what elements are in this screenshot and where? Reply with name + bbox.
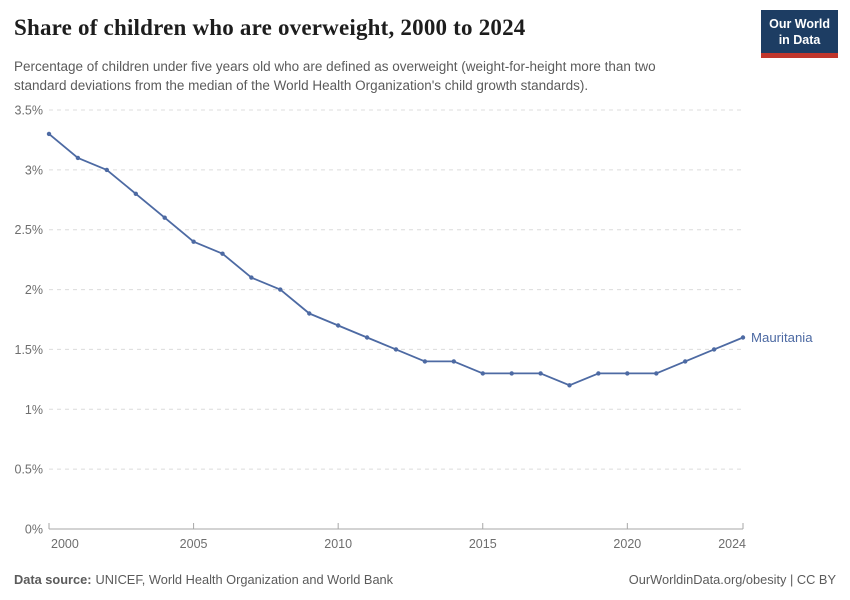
data-point[interactable] bbox=[75, 155, 81, 161]
chart-footer: Data source: UNICEF, World Health Organiz… bbox=[14, 572, 836, 587]
data-point[interactable] bbox=[307, 311, 312, 316]
data-point[interactable] bbox=[683, 359, 688, 364]
data-source-text: UNICEF, World Health Organization and Wo… bbox=[95, 572, 394, 587]
x-axis-tick-label: 2000 bbox=[51, 537, 79, 551]
owid-logo-line2: in Data bbox=[778, 33, 821, 47]
data-point[interactable] bbox=[191, 239, 196, 244]
y-axis-tick-label: 0% bbox=[25, 523, 43, 537]
x-axis-tick-label: 2020 bbox=[613, 537, 641, 551]
x-axis-tick-label: 2010 bbox=[324, 537, 352, 551]
y-axis-tick-label: 0.5% bbox=[15, 463, 44, 477]
y-axis-tick-label: 2.5% bbox=[15, 223, 44, 237]
y-axis-tick-label: 3% bbox=[25, 163, 43, 177]
data-point[interactable] bbox=[278, 287, 283, 292]
data-point[interactable] bbox=[509, 371, 514, 376]
series-label-mauritania[interactable]: Mauritania bbox=[751, 330, 813, 345]
x-axis-tick-label: 2015 bbox=[469, 537, 497, 551]
page-title: Share of children who are overweight, 20… bbox=[14, 15, 526, 40]
line-chart: 0% 0.5% 1% 1.5% 2% 2.5% 3% 3.5% 2000 2005 2010 2015… bbox=[15, 104, 814, 552]
data-point[interactable] bbox=[480, 371, 485, 376]
data-point[interactable] bbox=[596, 371, 601, 376]
data-point[interactable] bbox=[625, 371, 630, 376]
y-axis-tick-label: 3.5% bbox=[15, 104, 44, 118]
data-point[interactable] bbox=[654, 371, 659, 376]
attribution-link[interactable]: OurWorldinData.org/obesity | CC BY bbox=[628, 572, 836, 587]
y-axis-tick-label: 2% bbox=[25, 283, 43, 297]
data-point[interactable] bbox=[711, 347, 717, 352]
data-point[interactable] bbox=[104, 167, 110, 173]
data-point[interactable] bbox=[336, 323, 341, 328]
data-point[interactable] bbox=[162, 215, 167, 220]
data-point[interactable] bbox=[46, 131, 52, 137]
owid-logo-line1: Our World bbox=[769, 17, 830, 31]
chart-subtitle: Percentage of children under five years … bbox=[14, 59, 656, 93]
data-source-label: Data source: bbox=[14, 572, 92, 587]
data-point[interactable] bbox=[133, 191, 138, 196]
data-point[interactable] bbox=[364, 335, 370, 340]
y-axis-tick-label: 1% bbox=[25, 403, 43, 417]
x-axis-tick-label: 2005 bbox=[180, 537, 208, 551]
data-point[interactable] bbox=[538, 371, 543, 376]
x-axis-tick-label: 2024 bbox=[718, 537, 746, 551]
data-point[interactable] bbox=[567, 383, 572, 388]
data-source: Data source: UNICEF, World Health Organiz… bbox=[14, 572, 393, 587]
data-point[interactable] bbox=[451, 359, 456, 364]
owid-logo: Our World in Data bbox=[761, 10, 838, 58]
data-point[interactable] bbox=[422, 359, 428, 364]
y-axis-tick-label: 1.5% bbox=[15, 343, 44, 357]
data-point[interactable] bbox=[220, 251, 225, 256]
data-point[interactable] bbox=[249, 275, 254, 280]
data-point[interactable] bbox=[393, 347, 399, 352]
data-point[interactable] bbox=[740, 335, 746, 340]
